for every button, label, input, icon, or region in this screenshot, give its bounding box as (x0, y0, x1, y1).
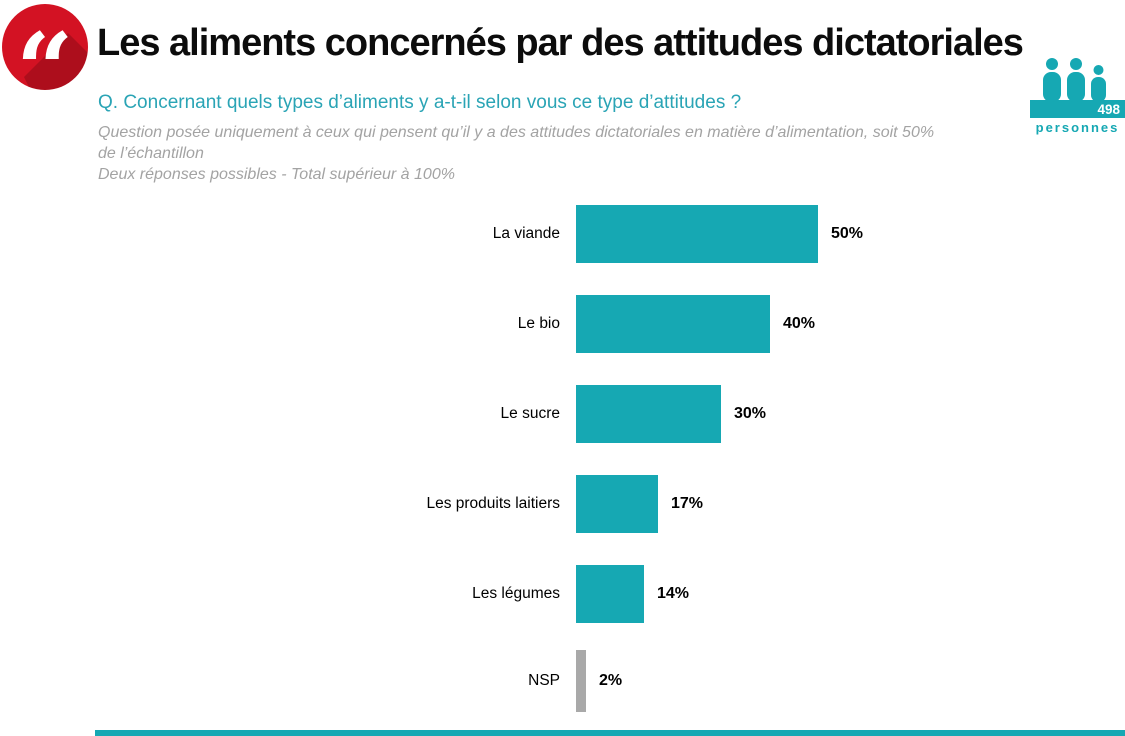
page-title: Les aliments concernés par des attitudes… (97, 22, 1024, 64)
category-label: Les produits laitiers (426, 495, 560, 512)
sample-count: 498 (1097, 102, 1120, 117)
value-label: 17% (671, 495, 704, 512)
note-line: Question posée uniquement à ceux qui pen… (98, 124, 935, 141)
bar (576, 650, 586, 712)
people-icon (1030, 58, 1125, 118)
value-label: 50% (831, 225, 864, 242)
question-notes: Question posée uniquement à ceux qui pen… (98, 122, 998, 185)
value-label: 40% (783, 315, 816, 332)
footer-accent-bar (95, 730, 1125, 736)
sample-unit-label: personnes (1035, 120, 1120, 135)
bar (576, 295, 770, 353)
quote-badge: “ (0, 1, 92, 129)
bar (576, 385, 721, 443)
value-label: 30% (734, 405, 767, 422)
bar (576, 565, 644, 623)
bar (576, 205, 818, 263)
category-label: NSP (528, 672, 560, 689)
note-line: Deux réponses possibles - Total supérieu… (98, 166, 455, 183)
note-line: de l’échantillon (98, 145, 204, 162)
value-label: 2% (599, 672, 623, 689)
category-label: Le sucre (500, 405, 560, 422)
question-text: Q. Concernant quels types d’aliments y a… (98, 92, 742, 113)
bar (576, 475, 658, 533)
category-label: Les légumes (472, 585, 560, 602)
category-label: Le bio (517, 315, 560, 332)
quote-icon: “ (2, 4, 88, 129)
value-label: 14% (657, 585, 690, 602)
sample-size-badge: 498 personnes (1030, 56, 1125, 138)
category-label: La viande (492, 225, 560, 242)
